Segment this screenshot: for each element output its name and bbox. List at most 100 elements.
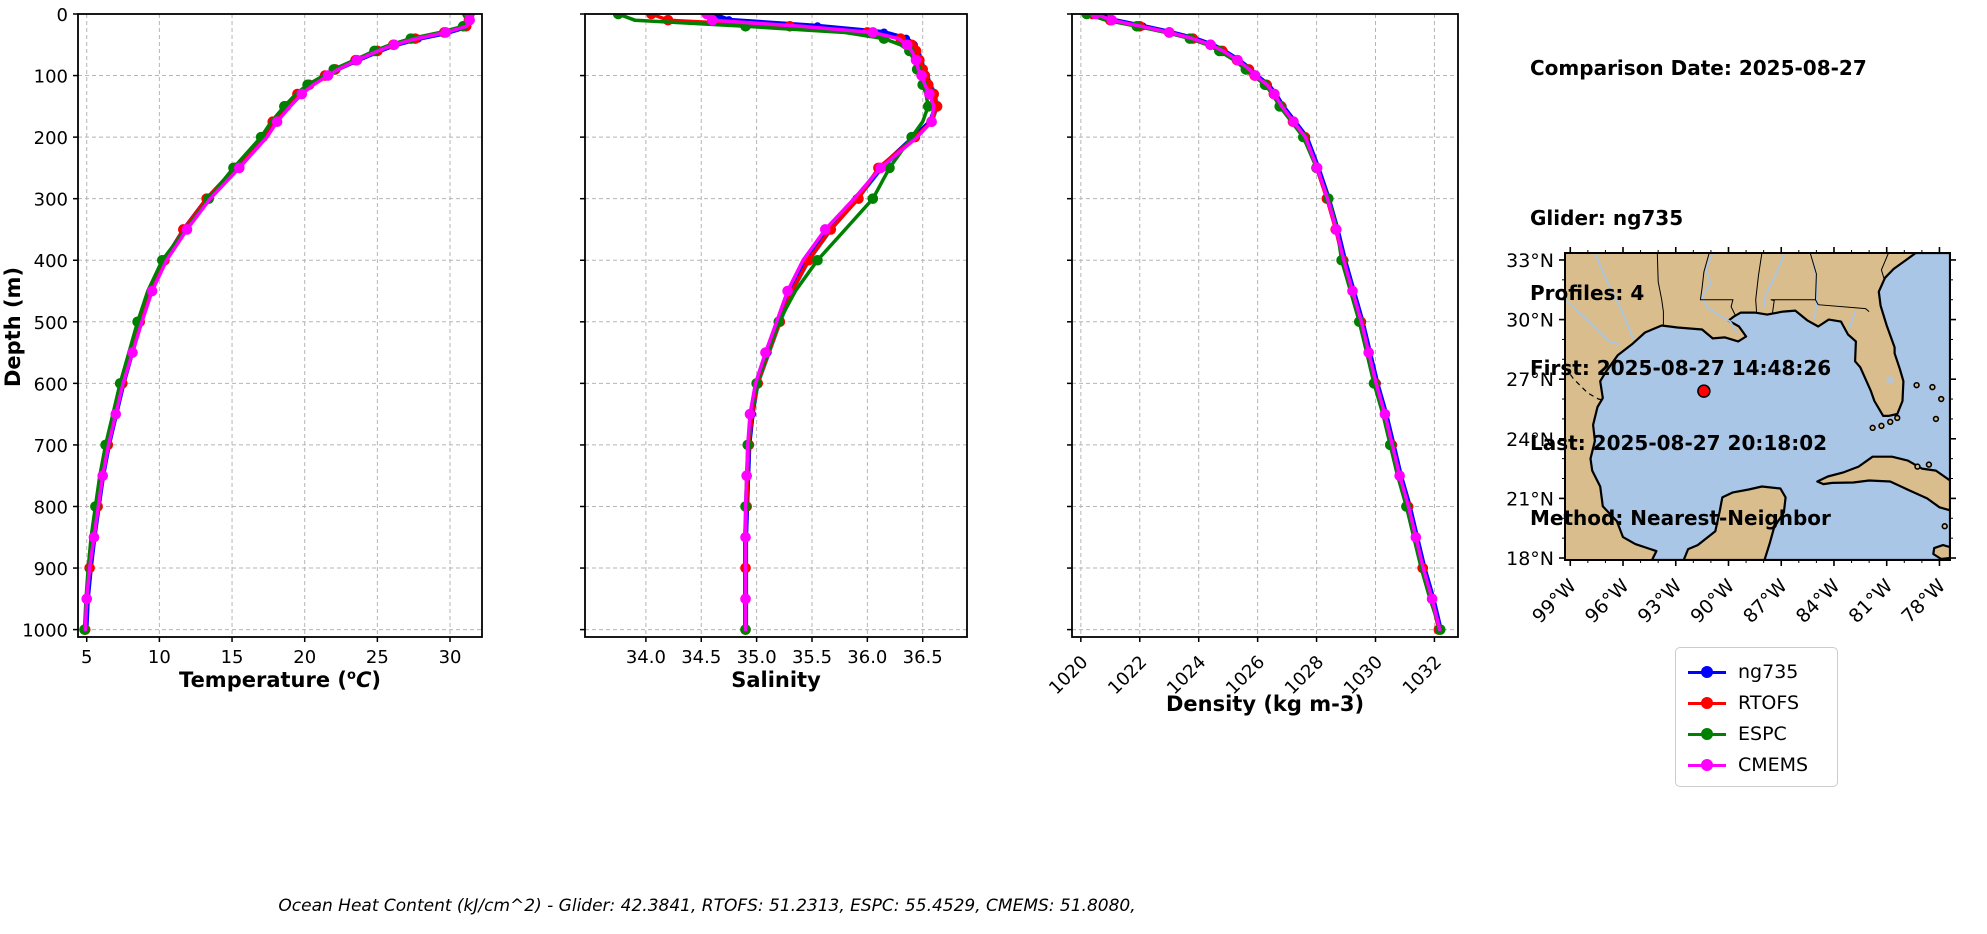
depth-tick-label: 500 (34, 313, 68, 334)
rtofs-line-marker-icon (1688, 696, 1726, 709)
series-marker-CMEMS (740, 531, 751, 543)
salinity-xtick-label: 34.0 (626, 647, 666, 668)
series-marker-CMEMS (867, 27, 879, 38)
density-axis-label: Density (kg m-3) (1165, 692, 1365, 716)
depth-tick-label: 600 (34, 374, 68, 395)
cmems-line-marker-icon (1688, 758, 1726, 771)
map-island (1938, 395, 1945, 403)
map-lon-tick-label: 78°W (1897, 575, 1950, 628)
map-plot: 99°W 96°W 93°W 90°W 87°W 84°W 81°W 78°W 33°N 30°N… (1506, 247, 1956, 628)
density-xtick-label: 1032 (1399, 652, 1446, 699)
map-island (1869, 424, 1876, 432)
density-plot: 1020 1022 1024 1026 1028 1030 1032 (1045, 13, 1459, 699)
ocean-heat-content-caption: Ocean Heat Content (kJ/cm^2) - Glider: 4… (278, 896, 1136, 916)
map-lat-tick-label: 30°N (1506, 310, 1554, 332)
density-plot-frame (1071, 13, 1459, 638)
map-island (1929, 383, 1936, 391)
depth-tick-label: 800 (34, 497, 68, 518)
map-state-border (1699, 253, 1736, 316)
map-island (1894, 414, 1901, 422)
depth-tick-label: 0 (57, 5, 68, 26)
series-marker-CMEMS (1331, 224, 1342, 235)
series-marker-CMEMS (271, 116, 283, 128)
series-marker-CMEMS (782, 285, 793, 297)
series-marker-ESPC (922, 101, 934, 112)
glider-name: Glider: ng735 (1530, 206, 1684, 230)
depth-axis-label: Depth (m) (1, 266, 25, 388)
map-lat-tick-label: 21°N (1506, 488, 1554, 510)
series-marker-CMEMS (1269, 88, 1280, 100)
salinity-xtick-label: 36.5 (903, 647, 943, 668)
method: Method: Nearest-Neighbor (1530, 506, 1831, 530)
series-marker-CMEMS (234, 162, 245, 174)
series-marker-CMEMS (910, 54, 922, 66)
series-marker-CMEMS (1163, 27, 1175, 38)
map-island (1941, 523, 1948, 530)
series-marker-CMEMS (81, 593, 93, 605)
map-island (1887, 418, 1894, 426)
map-lat-tick-label: 18°N (1506, 548, 1554, 570)
series-marker-CMEMS (322, 70, 334, 81)
first-timestamp: First: 2025-08-27 14:48:26 (1530, 356, 1832, 380)
salinity-xtick-label: 35.0 (737, 647, 777, 668)
map-lon-tick-label: 87°W (1739, 575, 1792, 628)
map-cuba (1816, 455, 1950, 512)
espc-line-marker-icon (1688, 727, 1726, 740)
legend-item-ng735: ng735 (1676, 656, 1837, 687)
depth-tick-label: 900 (34, 559, 68, 580)
salinity-xtick-label: 36.0 (847, 647, 887, 668)
map-lake (1886, 376, 1895, 385)
map-state-border (1815, 299, 1870, 312)
salinity-plot-frame (584, 13, 968, 638)
series-marker-RTOFS (646, 14, 657, 20)
salinity-xtick-label: 35.5 (792, 647, 832, 668)
legend-item-cmems: CMEMS (1676, 749, 1837, 780)
series-marker-CMEMS (1394, 470, 1405, 482)
series-marker-CMEMS (110, 408, 122, 420)
map-yucatan (1682, 485, 1787, 560)
map-jamaica (1932, 543, 1950, 560)
series-marker-CMEMS (97, 470, 109, 482)
temperature-xtick-label: 30 (439, 647, 462, 668)
series-marker-ESPC (1081, 14, 1093, 20)
temperature-plot-frame (77, 13, 483, 638)
map-country-border (1565, 366, 1603, 401)
series-marker-CMEMS (741, 470, 752, 482)
series-marker-CMEMS (924, 88, 935, 100)
series-marker-CMEMS (1232, 54, 1243, 66)
map-island (1913, 381, 1920, 389)
series-marker-CMEMS (1311, 162, 1323, 174)
series-marker-CMEMS (1347, 285, 1358, 297)
map-island (1925, 461, 1933, 468)
density-xtick-label: 1020 (1045, 652, 1092, 699)
map-state-border (1755, 253, 1763, 313)
map-river (1701, 253, 1739, 334)
series-marker-CMEMS (916, 70, 927, 81)
map-river (1848, 311, 1856, 330)
series-marker-CMEMS (1288, 116, 1299, 128)
map-lon-tick-label: 84°W (1792, 575, 1845, 628)
map-river (1565, 299, 1620, 346)
ng735-line-marker-icon (1688, 665, 1726, 678)
series-marker-CMEMS (1410, 531, 1422, 543)
map-ocean (1589, 253, 1950, 560)
series-marker-CMEMS (744, 408, 756, 420)
map-river (1594, 253, 1635, 340)
map-island (1914, 463, 1921, 470)
series-marker-CMEMS (296, 88, 308, 100)
temperature-xtick-label: 15 (221, 647, 244, 668)
series-marker-CMEMS (1205, 39, 1216, 51)
salinity-axis-label: Salinity (731, 668, 821, 692)
series-marker-CMEMS (1363, 347, 1375, 358)
series-marker-CMEMS (901, 39, 913, 51)
series-marker-CMEMS (146, 285, 158, 297)
series-marker-CMEMS (88, 531, 100, 543)
temperature-plot: 5 10 15 20 25 3001002003004005006007008009001… (22, 5, 483, 668)
series-marker-CMEMS (875, 162, 886, 174)
series-marker-ESPC (884, 162, 895, 174)
map-river (1762, 253, 1786, 308)
profiles-count: Profiles: 4 (1530, 281, 1645, 305)
temperature-xtick-label: 10 (148, 647, 171, 668)
series-marker-ESPC (612, 14, 624, 20)
density-xtick-label: 1022 (1104, 652, 1151, 699)
